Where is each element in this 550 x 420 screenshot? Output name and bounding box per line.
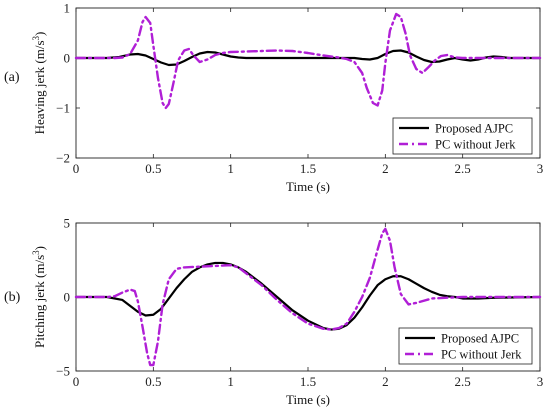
x-tick-label: 0	[73, 161, 80, 176]
y-tick-label: 1	[64, 1, 71, 16]
x-tick-label: 0	[73, 374, 80, 389]
x-tick-label: 3	[537, 161, 544, 176]
legend: Proposed AJPC PC without Jerk	[398, 327, 533, 365]
legend-entry-label: PC without Jerk	[441, 348, 522, 362]
legend-entry-label: PC without Jerk	[435, 138, 516, 152]
x-tick-label: 1	[227, 161, 234, 176]
y-axis-title: Heaving jerk (m/s3)	[31, 32, 47, 135]
x-tick-label: 2.5	[455, 374, 471, 389]
y-tick-label: −1	[56, 101, 70, 116]
x-tick-label: 0.5	[145, 161, 161, 176]
panel-label: (b)	[4, 290, 21, 305]
series-line-proposed-ajpc	[74, 49, 542, 67]
series-line-pc-without-jerk	[74, 227, 542, 367]
x-tick-label: 1.5	[300, 161, 316, 176]
x-tick-label: 3	[537, 374, 544, 389]
y-axis-title-main: Pitching jerk (m/s	[32, 255, 47, 348]
legend-box	[392, 117, 533, 155]
y-axis-title-sup: 3	[31, 250, 41, 255]
y-tick-label: 0	[64, 51, 71, 66]
x-tick-label: 2.5	[455, 161, 471, 176]
x-axis-title: Time (s)	[286, 179, 330, 194]
x-axis-title: Time (s)	[286, 392, 330, 407]
x-tick-label: 2	[382, 161, 389, 176]
y-tick-label: −5	[56, 364, 70, 379]
legend-entry-label: Proposed AJPC	[441, 332, 519, 346]
y-tick-label: 5	[64, 216, 71, 231]
x-tick-label: 2	[382, 374, 389, 389]
y-tick-label: −2	[56, 151, 70, 166]
y-axis-title-sup: 3	[31, 35, 41, 40]
legend: Proposed AJPC PC without Jerk	[392, 117, 533, 155]
x-tick-label: 0.5	[145, 374, 161, 389]
panel-a: 0 0.5 1 1.5 2 2.5 3 1 0 −1 −2 Time (s) Heaving jerk …	[4, 1, 543, 195]
y-axis-title-main: Heaving jerk (m/s	[32, 40, 47, 134]
series-line-pc-without-jerk	[74, 12, 542, 110]
legend-box	[398, 327, 533, 365]
y-tick-label: 0	[64, 290, 71, 305]
y-axis-title-end: )	[32, 246, 47, 250]
x-tick-label: 1	[227, 374, 234, 389]
x-tick-label: 1.5	[300, 374, 316, 389]
series-line-proposed-ajpc	[74, 261, 542, 331]
y-axis-title-end: )	[32, 32, 47, 36]
panel-label: (a)	[4, 70, 20, 85]
legend-entry-label: Proposed AJPC	[435, 122, 513, 136]
y-axis-title: Pitching jerk (m/s3)	[31, 246, 47, 348]
